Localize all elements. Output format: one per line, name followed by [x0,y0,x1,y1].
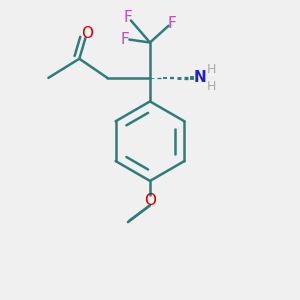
Text: H: H [207,80,216,93]
Text: F: F [121,32,129,47]
Text: F: F [124,10,132,25]
Text: H: H [207,63,216,76]
Text: O: O [144,193,156,208]
Text: N: N [194,70,206,86]
Text: F: F [168,16,176,31]
Text: O: O [81,26,93,41]
